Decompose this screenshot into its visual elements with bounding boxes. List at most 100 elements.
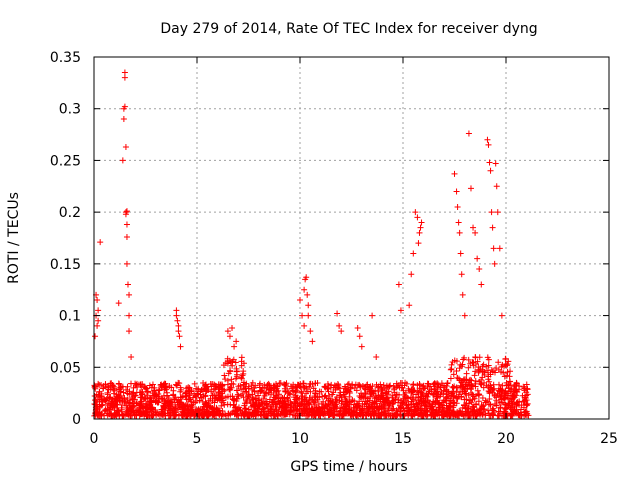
data-point — [309, 338, 316, 345]
data-point — [305, 302, 312, 309]
background-point — [449, 390, 456, 397]
background-point — [288, 407, 295, 414]
background-point — [158, 411, 165, 418]
background-point — [297, 383, 304, 390]
x-tick-label: 0 — [90, 431, 99, 447]
data-points — [91, 69, 532, 419]
data-point — [451, 170, 458, 177]
background-point — [270, 412, 277, 419]
background-point — [325, 409, 332, 416]
background-point — [191, 380, 198, 387]
background-point — [443, 398, 450, 405]
background-point — [117, 388, 124, 395]
background-point — [515, 412, 522, 419]
background-point — [418, 397, 425, 404]
background-point — [247, 400, 254, 407]
background-point — [459, 404, 466, 411]
background-point — [249, 386, 256, 393]
background-point — [277, 400, 284, 407]
background-point — [109, 412, 116, 419]
background-point — [200, 380, 207, 387]
data-point — [356, 333, 363, 340]
background-point — [198, 395, 205, 402]
background-point — [230, 396, 237, 403]
background-point — [285, 402, 292, 409]
background-point — [240, 381, 247, 388]
data-point — [418, 219, 425, 226]
background-point — [444, 379, 451, 386]
background-point — [98, 390, 105, 397]
background-point — [233, 368, 240, 375]
background-point — [229, 362, 236, 369]
background-point — [189, 401, 196, 408]
background-point — [263, 390, 270, 397]
background-point — [265, 412, 272, 419]
background-point — [177, 384, 184, 391]
data-point — [174, 317, 181, 324]
background-point — [491, 391, 498, 398]
background-point — [258, 387, 265, 394]
background-point — [351, 384, 358, 391]
background-point — [120, 412, 127, 419]
background-point — [298, 389, 305, 396]
background-point — [167, 399, 174, 406]
background-point — [268, 405, 275, 412]
background-point — [419, 386, 426, 393]
background-point — [258, 408, 265, 415]
background-point — [490, 407, 497, 414]
background-point — [190, 394, 197, 401]
data-point — [94, 297, 101, 304]
background-point — [144, 412, 151, 419]
background-point — [429, 403, 436, 410]
background-point — [367, 391, 374, 398]
background-point — [221, 372, 228, 379]
background-point — [202, 392, 209, 399]
background-point — [137, 405, 144, 412]
data-point — [173, 307, 180, 314]
background-point — [470, 362, 477, 369]
background-point — [333, 382, 340, 389]
background-point — [331, 408, 338, 415]
data-point — [120, 116, 127, 123]
background-point — [461, 396, 468, 403]
background-point — [423, 405, 430, 412]
data-point — [95, 317, 102, 324]
background-point — [313, 404, 320, 411]
background-point — [447, 400, 454, 407]
background-point — [287, 391, 294, 398]
background-point — [479, 374, 486, 381]
background-point — [477, 410, 484, 417]
background-point — [356, 381, 363, 388]
background-point — [172, 381, 179, 388]
background-point — [281, 403, 288, 410]
data-point — [231, 343, 238, 350]
y-tick-label: 0.1 — [59, 309, 81, 325]
background-point — [374, 405, 381, 412]
background-point — [187, 409, 194, 416]
background-point — [405, 412, 412, 419]
background-point — [506, 373, 513, 380]
background-point — [518, 402, 525, 409]
background-point — [497, 385, 504, 392]
background-point — [447, 375, 454, 382]
background-point — [219, 411, 226, 418]
background-point — [378, 409, 385, 416]
background-point — [503, 362, 510, 369]
background-point — [507, 388, 514, 395]
background-point — [265, 380, 272, 387]
background-point — [282, 387, 289, 394]
background-point — [104, 389, 111, 396]
background-point — [357, 394, 364, 401]
background-point — [240, 412, 247, 419]
data-point — [122, 143, 129, 150]
background-point — [309, 405, 316, 412]
background-point — [522, 395, 529, 402]
data-point — [95, 307, 102, 314]
data-point — [491, 260, 498, 267]
background-point — [450, 384, 457, 391]
y-tick-label: 0.15 — [50, 257, 81, 273]
background-point — [408, 386, 415, 393]
background-point — [306, 401, 313, 408]
data-point — [406, 302, 413, 309]
background-point — [351, 408, 358, 415]
